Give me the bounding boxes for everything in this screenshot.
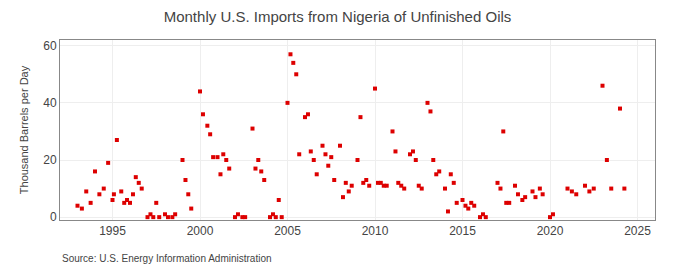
svg-text:2005: 2005 <box>274 224 301 238</box>
svg-text:60: 60 <box>43 39 57 53</box>
svg-text:1995: 1995 <box>99 224 126 238</box>
svg-text:20: 20 <box>43 153 57 167</box>
svg-text:Thousand Barrels per Day: Thousand Barrels per Day <box>18 65 30 194</box>
svg-text:Source: U.S. Energy Informatio: Source: U.S. Energy Information Administ… <box>62 253 272 264</box>
svg-text:40: 40 <box>43 96 57 110</box>
svg-text:2025: 2025 <box>624 224 651 238</box>
svg-text:2000: 2000 <box>187 224 214 238</box>
svg-text:2015: 2015 <box>449 224 476 238</box>
svg-text:2020: 2020 <box>537 224 564 238</box>
svg-text:2010: 2010 <box>362 224 389 238</box>
svg-text:Monthly U.S. Imports from Nige: Monthly U.S. Imports from Nigeria of Unf… <box>164 8 512 25</box>
svg-text:0: 0 <box>50 210 57 224</box>
